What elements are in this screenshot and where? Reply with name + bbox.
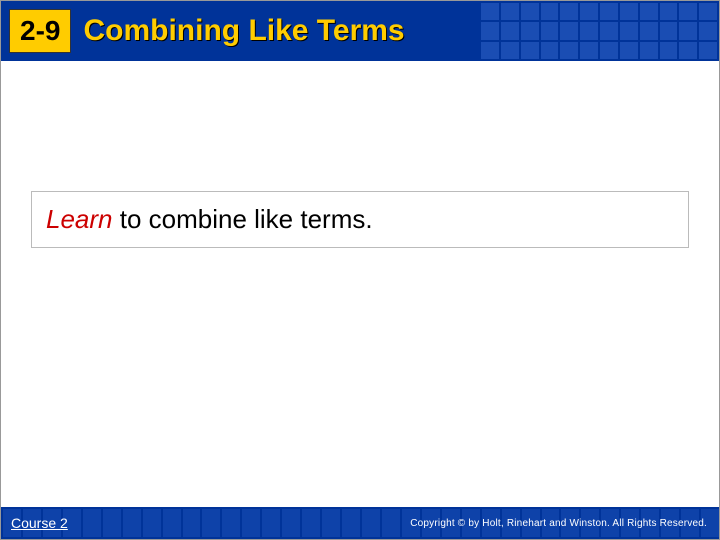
lesson-title: Combining Like Terms bbox=[83, 14, 404, 48]
footer-bar: Course 2 Copyright © by Holt, Rinehart a… bbox=[1, 507, 719, 539]
learn-objective-box: Learn to combine like terms. bbox=[31, 191, 689, 248]
learn-keyword: Learn bbox=[46, 204, 113, 234]
copyright-text: Copyright © by Holt, Rinehart and Winsto… bbox=[410, 518, 713, 529]
header-bar: 2-9 Combining Like Terms bbox=[1, 1, 719, 61]
learn-objective-text: to combine like terms. bbox=[113, 204, 373, 234]
lesson-number-badge: 2-9 bbox=[9, 9, 71, 53]
header-grid-pattern bbox=[479, 1, 719, 61]
content-area: Learn to combine like terms. bbox=[31, 191, 689, 248]
course-label: Course 2 bbox=[7, 515, 68, 531]
slide: 2-9 Combining Like Terms Learn to combin… bbox=[0, 0, 720, 540]
